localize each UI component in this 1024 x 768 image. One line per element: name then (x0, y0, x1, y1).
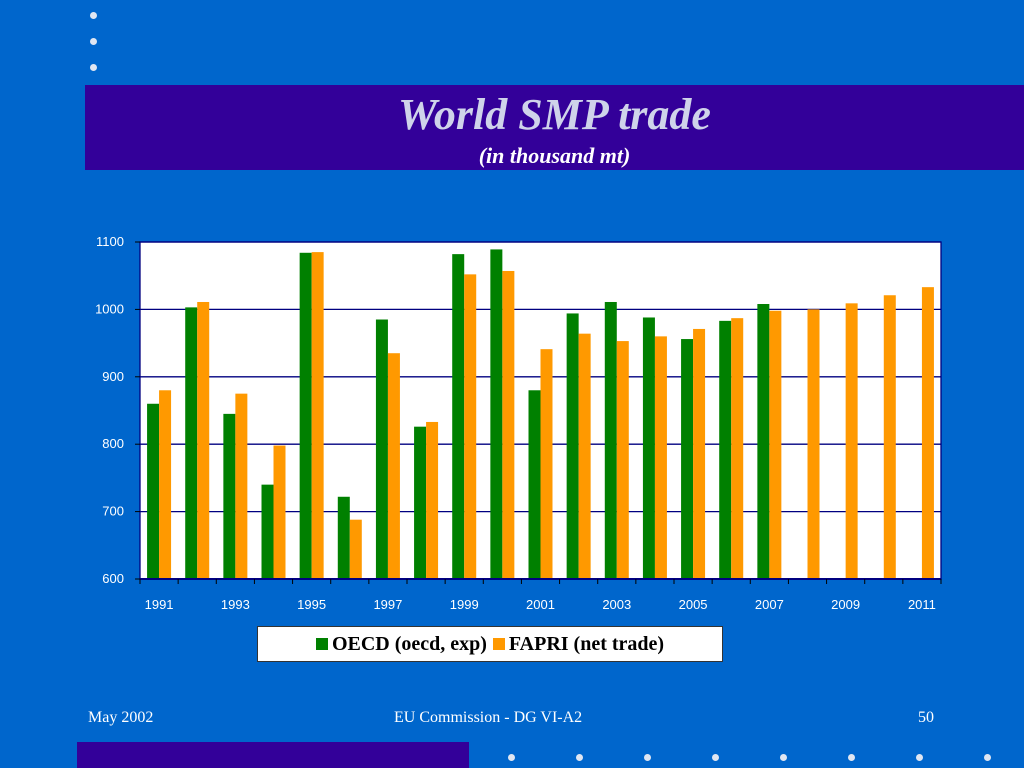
x-tick-label: 2005 (679, 597, 708, 612)
axes (139, 241, 942, 584)
bar-fapri-2001 (540, 349, 553, 579)
x-tick-label: 2001 (526, 597, 555, 612)
decorative-dot (508, 754, 515, 761)
x-axis-labels: 1991 1993 1995 1997 1999 2001 2003 2005 2007 2009… (145, 597, 936, 612)
bar-oecd-2000 (490, 249, 503, 579)
bar-fapri-1991 (159, 390, 172, 579)
bar-fapri-1995 (311, 252, 324, 580)
bar-fapri-1994 (273, 445, 286, 579)
decorative-dot (712, 754, 719, 761)
bar-fapri-1996 (349, 519, 362, 579)
bar-fapri-2011 (921, 287, 934, 579)
title-band: World SMP trade (in thousand mt) (85, 85, 1024, 170)
bar-oecd-2004 (642, 317, 655, 579)
bar-oecd-1999 (452, 254, 465, 579)
bar-oecd-2003 (604, 301, 617, 579)
bar-oecd-1996 (337, 496, 350, 579)
decorative-dot (916, 754, 923, 761)
bar-fapri-1999 (464, 274, 477, 579)
legend-swatch-fapri (492, 638, 505, 650)
bar-fapri-2000 (502, 270, 515, 579)
bar-fapri-2004 (654, 336, 667, 579)
y-tick-label: 800 (102, 436, 124, 451)
bar-oecd-2007 (757, 304, 770, 579)
y-tick-label: 700 (102, 504, 124, 519)
page-number: 50 (918, 709, 934, 726)
bar-fapri-1992 (197, 301, 210, 579)
footer-date: May 2002 (88, 709, 154, 726)
bar-oecd-1998 (414, 426, 427, 579)
footer-center: EU Commission - DG VI-A2 (394, 709, 583, 726)
decorative-dot (90, 64, 97, 71)
bar-oecd-1997 (375, 319, 388, 579)
decorative-dot (780, 754, 787, 761)
decorative-dot (576, 754, 583, 761)
bar-fapri-1998 (426, 421, 439, 579)
bar-fapri-2009 (845, 303, 858, 579)
bar-fapri-2010 (883, 295, 896, 579)
legend-swatch-oecd (315, 638, 328, 650)
bar-oecd-2005 (681, 339, 694, 579)
y-tick-label: 600 (102, 571, 124, 586)
x-tick-label: 1991 (145, 597, 174, 612)
slide-subtitle: (in thousand mt) (478, 143, 631, 168)
bottom-band (77, 742, 469, 768)
y-axis-labels: 600 700 800 900 1000 1100 (95, 234, 140, 586)
x-tick-label: 2003 (602, 597, 631, 612)
bar-fapri-2002 (578, 333, 591, 579)
x-tick-label: 1993 (221, 597, 250, 612)
decorative-dot (644, 754, 651, 761)
decorative-dot (90, 38, 97, 45)
x-tick-label: 2009 (831, 597, 860, 612)
bar-oecd-1994 (261, 484, 274, 579)
bar-fapri-2008 (807, 309, 820, 579)
x-tick-label: 2007 (755, 597, 784, 612)
x-tick-label: 1997 (373, 597, 402, 612)
bar-oecd-1995 (299, 252, 312, 579)
legend-label-oecd: OECD (oecd, exp) (331, 632, 487, 655)
chart-legend: OECD (oecd, exp) FAPRI (net trade) (257, 626, 723, 662)
y-tick-label: 1100 (96, 234, 124, 249)
bar-oecd-2002 (566, 313, 579, 579)
bar-oecd-1991 (147, 403, 160, 579)
x-tick-label: 1995 (297, 597, 326, 612)
bar-fapri-2005 (693, 328, 706, 579)
bar-fapri-1993 (235, 393, 248, 579)
y-tick-label: 1000 (95, 301, 124, 316)
legend-item-oecd: OECD (oecd, exp) (315, 632, 487, 656)
bar-fapri-2006 (731, 318, 744, 579)
bar-fapri-1997 (387, 353, 400, 579)
x-tick-label: 2011 (908, 597, 936, 612)
decorative-dot (984, 754, 991, 761)
legend-item-fapri: FAPRI (net trade) (492, 632, 665, 656)
y-tick-label: 900 (102, 369, 124, 384)
x-tick-label: 1999 (450, 597, 479, 612)
bars (147, 249, 934, 580)
bar-fapri-2007 (769, 310, 782, 579)
bar-oecd-1993 (223, 413, 236, 579)
legend-label-fapri: FAPRI (net trade) (508, 632, 665, 655)
bar-oecd-2001 (528, 390, 541, 579)
decorative-dot (848, 754, 855, 761)
bar-oecd-2006 (719, 320, 732, 579)
decorative-dot (90, 12, 97, 19)
bar-oecd-1992 (185, 307, 198, 579)
bar-fapri-2003 (616, 341, 629, 579)
slide-title: World SMP trade (398, 90, 711, 139)
